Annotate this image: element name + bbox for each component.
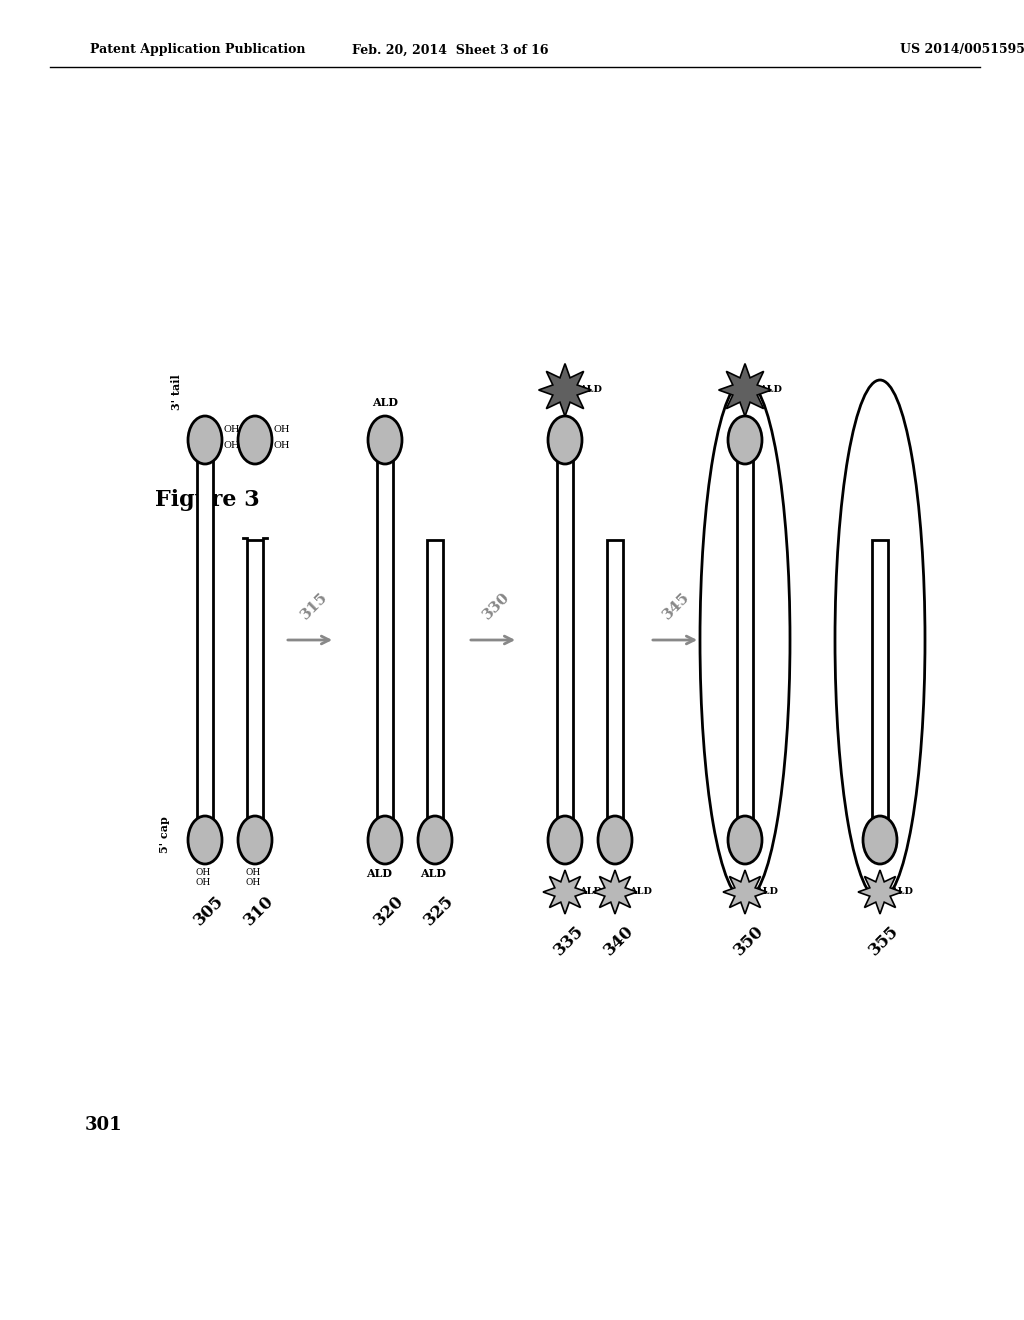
Ellipse shape [863,816,897,865]
Text: Patent Application Publication: Patent Application Publication [90,44,305,57]
Text: OH: OH [274,441,291,450]
Text: 355: 355 [866,921,902,958]
Ellipse shape [728,416,762,465]
Text: ALD: ALD [759,385,782,395]
Text: OH: OH [246,878,261,887]
Bar [557,440,573,840]
Text: OH: OH [196,869,211,876]
Ellipse shape [188,816,222,865]
Text: 320: 320 [371,892,408,928]
Text: 5' cap: 5' cap [159,817,170,854]
Ellipse shape [548,416,582,465]
Text: 315: 315 [298,590,331,622]
Polygon shape [719,363,771,416]
Text: ALD: ALD [629,887,652,896]
Text: ALD: ALD [890,887,912,896]
Text: ALD: ALD [755,887,778,896]
Text: OH: OH [224,425,241,434]
Text: 350: 350 [731,921,768,958]
Text: Feb. 20, 2014  Sheet 3 of 16: Feb. 20, 2014 Sheet 3 of 16 [352,44,548,57]
Polygon shape [723,870,767,913]
Ellipse shape [598,816,632,865]
Text: 301: 301 [85,1115,123,1134]
Bar [427,540,443,840]
Text: 345: 345 [660,590,692,622]
Text: 335: 335 [551,921,588,958]
Ellipse shape [728,816,762,865]
Polygon shape [539,363,592,416]
Ellipse shape [238,816,272,865]
Ellipse shape [418,816,452,865]
Text: ALD: ALD [372,397,398,408]
Polygon shape [543,870,587,913]
Text: 330: 330 [480,590,512,622]
Text: ALD: ALD [579,385,602,395]
Text: ALD: ALD [420,869,446,879]
Text: 310: 310 [241,892,278,928]
Text: OH: OH [224,441,241,450]
Text: ALD: ALD [366,869,392,879]
Text: OH: OH [274,425,291,434]
Ellipse shape [368,816,402,865]
Bar [737,440,753,840]
Ellipse shape [188,416,222,465]
Text: OH: OH [196,878,211,887]
Text: US 2014/0051595 A1: US 2014/0051595 A1 [900,44,1024,57]
Text: Figure 3: Figure 3 [155,488,260,511]
Ellipse shape [238,416,272,465]
Ellipse shape [368,416,402,465]
Text: 340: 340 [601,921,638,958]
Bar [872,540,888,840]
Text: 3' tail: 3' tail [171,375,182,411]
Bar [377,440,393,840]
Ellipse shape [548,816,582,865]
Text: 325: 325 [421,892,458,928]
Polygon shape [858,870,902,913]
Polygon shape [593,870,637,913]
Bar [197,440,213,840]
Text: 305: 305 [191,892,227,928]
Bar [607,540,623,840]
Bar [247,540,263,840]
Text: OH: OH [246,869,261,876]
Text: ALD: ALD [579,887,602,896]
